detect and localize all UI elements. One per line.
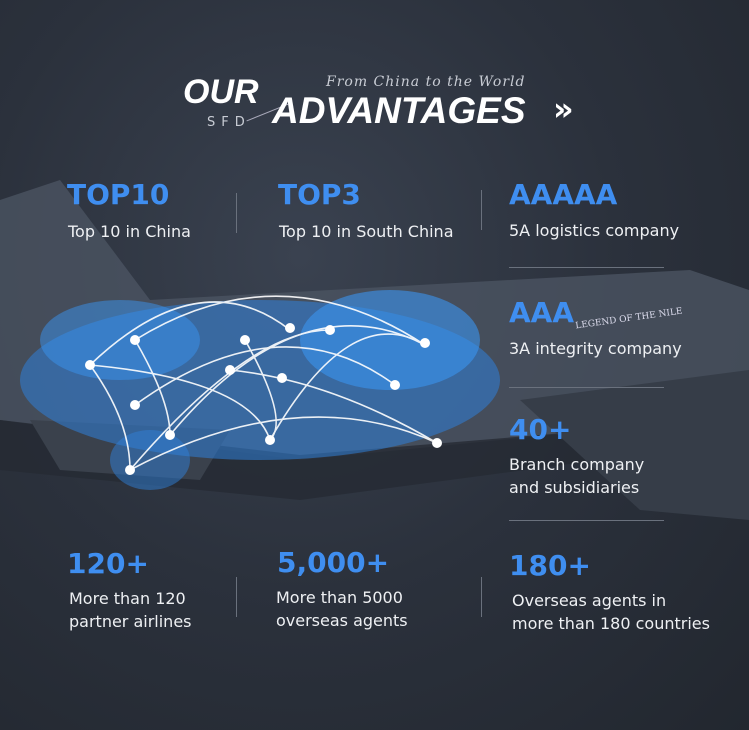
stat-value: AAAAA [509,178,618,211]
stat-value: 180+ [509,549,591,582]
stat-value: TOP3 [278,178,361,211]
stat-label: More than 5000 overseas agents [276,588,408,630]
double-chevron-right-icon: » [553,90,574,128]
stat-value: 120+ [67,547,149,580]
stat-value: 5,000+ [277,546,390,579]
stat-label: Top 10 in South China [279,222,454,241]
stat-value: TOP10 [67,178,170,211]
stat-label: Branch company and subsidiaries [509,455,645,497]
divider [509,387,664,388]
title-our: OUR [183,73,259,111]
divider [236,193,237,233]
stat-label: More than 120 partner airlines [69,589,192,631]
stat-label: 3A integrity company [509,339,682,358]
divider [509,520,664,521]
divider [481,190,482,230]
stat-label: Top 10 in China [68,222,191,241]
divider [236,577,237,617]
divider [509,267,664,268]
brand-label: SFD [207,115,251,130]
stat-value: 40+ [509,413,572,446]
tagline: From China to the World [326,74,526,90]
divider [481,577,482,617]
stat-label: 5A logistics company [509,221,680,240]
stat-label: Overseas agents in more than 180 countri… [512,591,710,633]
stat-value: AAA [509,296,575,329]
title-advantages: ADVANTAGES [272,90,526,131]
